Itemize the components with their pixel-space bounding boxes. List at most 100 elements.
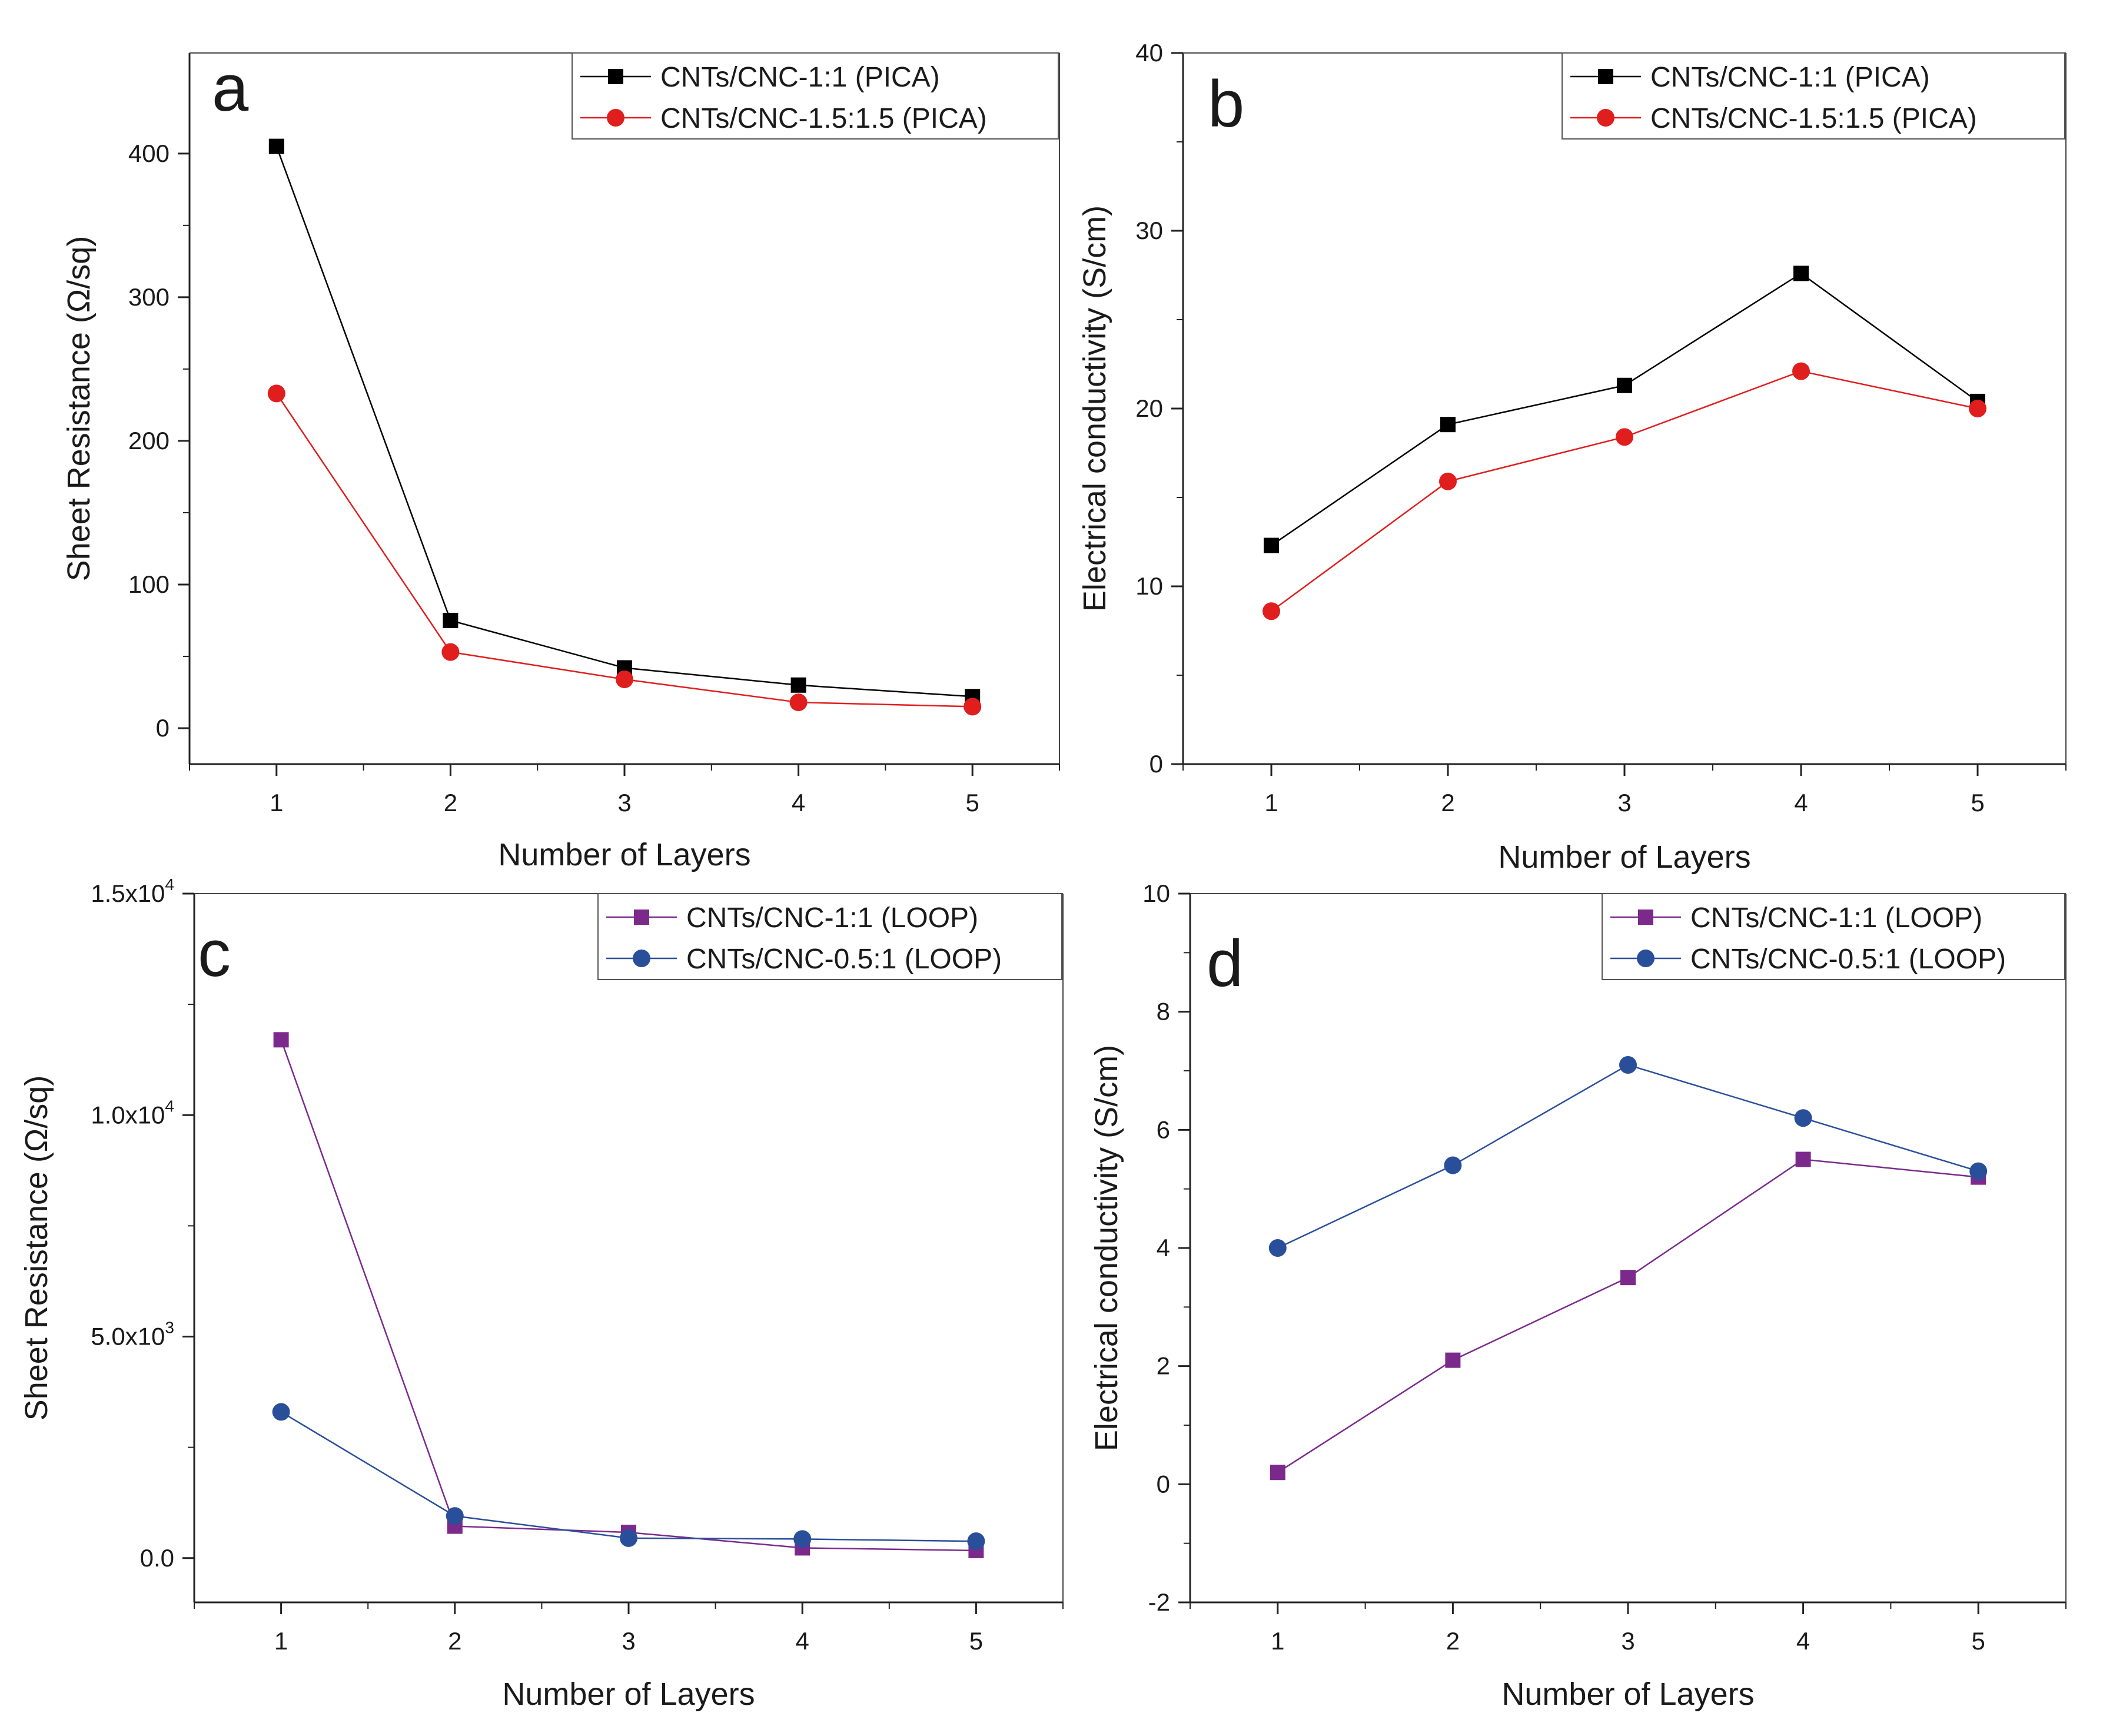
x-tick-label: 4 [1796, 1627, 1810, 1655]
data-point [1619, 1055, 1637, 1074]
legend-label: CNTs/CNC-1.5:1.5 (PICA) [1650, 103, 1977, 134]
legend-label: CNTs/CNC-1:1 (PICA) [1650, 62, 1930, 93]
legend-label: CNTs/CNC-0.5:1 (LOOP) [686, 944, 1002, 975]
data-point [1616, 428, 1633, 446]
series-line-2 [1271, 370, 1978, 612]
panel-letter: d [1207, 927, 1243, 1000]
y-tick-label: 1.0x104 [91, 1097, 174, 1128]
series-line-2 [275, 393, 973, 708]
data-point [446, 1507, 464, 1525]
legend: CNTs/CNC-1:1 (LOOP) CNTs/CNC-0.5:1 (LOOP) [597, 893, 1062, 980]
data-point [1793, 265, 1809, 281]
y-axis-title: Electrical conductivity (S/cm) [1077, 205, 1112, 612]
legend: CNTs/CNC-1:1 (PICA) CNTs/CNC-1.5:1.5 (PIC… [1562, 52, 2065, 140]
x-tick-label: 4 [1794, 789, 1808, 816]
y-tick-label: 200 [128, 427, 170, 454]
y-tick-label: 8 [1157, 998, 1170, 1025]
y-tick-label: 4 [1157, 1234, 1170, 1262]
data-point [272, 1403, 290, 1421]
x-tick-label: 4 [792, 789, 805, 816]
data-point [1444, 1156, 1462, 1174]
x-tick-label: 2 [1446, 1627, 1460, 1655]
x-tick-label: 3 [622, 1627, 635, 1655]
y-tick-label: 40 [1135, 39, 1163, 67]
data-point [1439, 472, 1457, 490]
data-point [273, 1032, 289, 1048]
y-tick-label: 5.0x103 [91, 1319, 174, 1350]
data-point [443, 612, 459, 628]
x-axis-title: Number of Layers [502, 1677, 755, 1712]
x-tick-label: 5 [1971, 789, 1984, 816]
x-tick-label: 4 [796, 1627, 809, 1655]
chart-panel-a: 1 2 3 4 5 0 100 200 300 400 Number of Layers Sheet … [61, 51, 1060, 872]
x-tick-label: 1 [1264, 789, 1278, 816]
data-point [620, 1529, 637, 1547]
data-point [1270, 1465, 1285, 1481]
legend-box [1602, 893, 2065, 980]
panel-letter: c [198, 917, 231, 990]
series-line-1 [1271, 272, 1978, 546]
x-tick-label: 1 [274, 1627, 288, 1655]
series-line-1 [1277, 1159, 1979, 1473]
y-tick-label: 30 [1135, 217, 1163, 244]
legend-marker [633, 950, 650, 967]
x-tick-label: 3 [1617, 789, 1631, 816]
legend-box [1562, 52, 2065, 140]
data-point [1617, 377, 1632, 393]
y-tick-label: 1.5x104 [91, 875, 174, 907]
chart-panel-d: 1 2 3 4 5 -2 0 2 4 6 8 10 Number of Layers Electrical… [1089, 879, 2067, 1712]
legend: CNTs/CNC-1:1 (LOOP) CNTs/CNC-0.5:1 (LOOP) [1602, 893, 2065, 980]
x-axis-title: Number of Layers [498, 837, 750, 872]
x-tick-label: 2 [448, 1627, 461, 1655]
data-point [1969, 1162, 1988, 1180]
y-tick-label: 300 [128, 283, 170, 311]
legend-box [597, 893, 1062, 980]
y-axis-title: Sheet Resistance (Ω/sq) [61, 236, 97, 582]
y-tick-label: 10 [1135, 572, 1163, 600]
y-axis-title: Sheet Resistance (Ω/sq) [19, 1076, 54, 1421]
x-tick-label: 5 [969, 1627, 983, 1655]
legend-label: CNTs/CNC-1:1 (LOOP) [686, 902, 978, 934]
legend-marker [634, 910, 649, 925]
data-point [1794, 1109, 1812, 1127]
data-point [1440, 417, 1456, 433]
legend-label: CNTs/CNC-1.5:1.5 (PICA) [660, 103, 987, 134]
panel-letter: a [212, 51, 249, 125]
y-tick-label: 2 [1157, 1352, 1170, 1380]
chart-panel-c: 1 2 3 4 5 0.0 5.0x103 1.0x104 1.5x104 Number of L… [19, 875, 1064, 1712]
data-point [1263, 602, 1280, 620]
y-tick-label: 0 [156, 714, 170, 742]
data-point [1264, 537, 1279, 553]
data-point [1268, 1239, 1287, 1257]
y-tick-label: 20 [1135, 394, 1163, 422]
y-tick-label: 10 [1142, 879, 1170, 907]
data-point [1795, 1151, 1811, 1167]
x-tick-label: 2 [1441, 789, 1454, 816]
x-tick-label: 2 [444, 789, 457, 816]
legend-marker [1597, 109, 1614, 127]
series-line-2 [1277, 1064, 1979, 1249]
x-tick-label: 5 [966, 789, 979, 816]
data-point [1445, 1352, 1461, 1368]
legend-box [572, 52, 1059, 140]
x-tick-label: 3 [1621, 1627, 1634, 1655]
legend-marker [607, 109, 624, 127]
y-tick-label: -2 [1148, 1588, 1170, 1616]
data-point [1620, 1270, 1636, 1286]
data-point [789, 693, 808, 712]
data-point [1969, 400, 1986, 417]
data-point [964, 698, 982, 716]
x-tick-label: 1 [1271, 1627, 1284, 1655]
chart-panel-b: 1 2 3 4 5 0 10 20 30 40 Number of Layers Electrical… [1077, 39, 2067, 875]
y-tick-label: 100 [128, 570, 170, 598]
data-point [790, 677, 806, 693]
legend-label: CNTs/CNC-0.5:1 (LOOP) [1690, 944, 2006, 975]
legend-label: CNTs/CNC-1:1 (PICA) [660, 62, 940, 93]
data-point [441, 643, 460, 661]
x-tick-label: 1 [270, 789, 283, 816]
y-tick-label: 400 [128, 140, 170, 167]
series-line-1 [275, 146, 973, 698]
legend: CNTs/CNC-1:1 (PICA) CNTs/CNC-1.5:1.5 (PIC… [572, 52, 1059, 140]
